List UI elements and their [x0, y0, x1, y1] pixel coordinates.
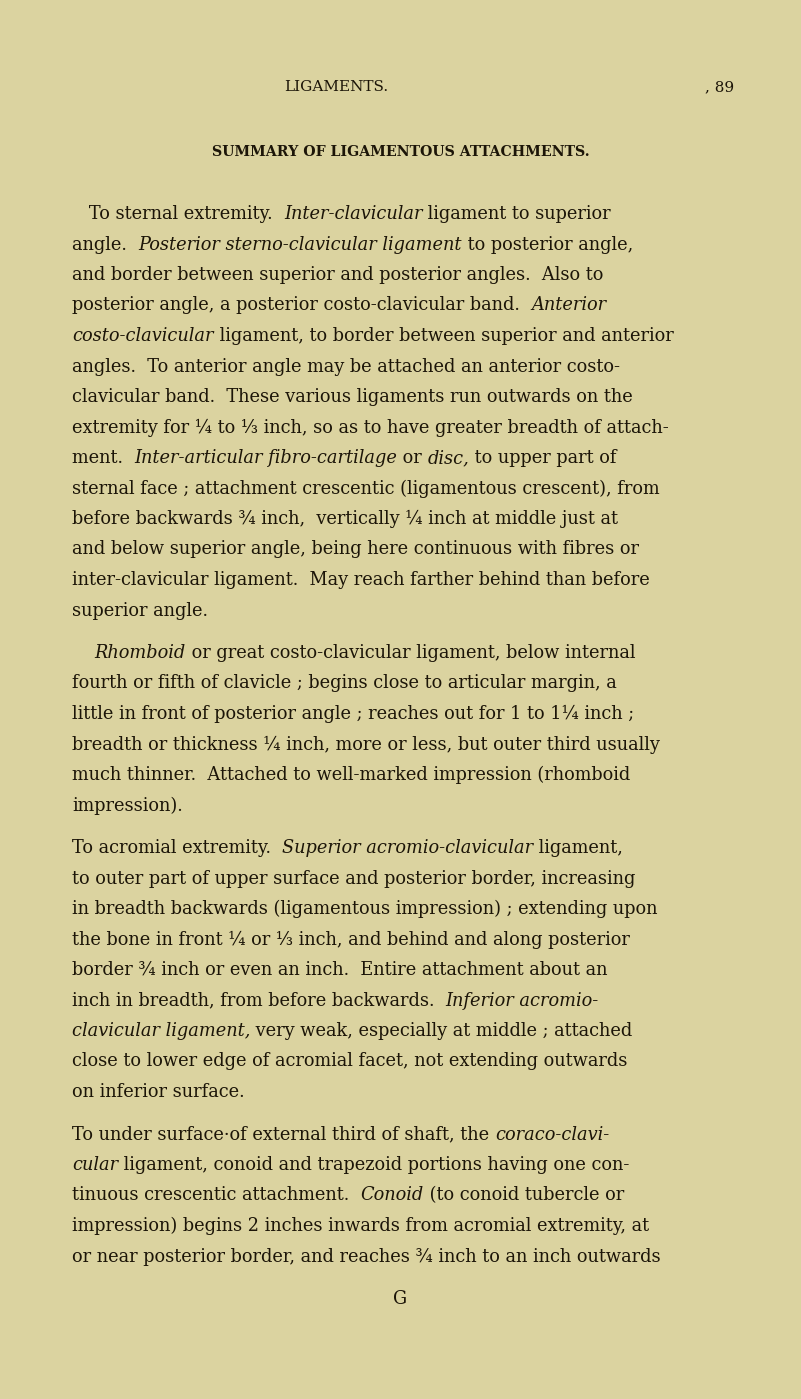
- Text: inch in breadth, from before backwards.: inch in breadth, from before backwards.: [72, 992, 445, 1010]
- Text: or near posterior border, and reaches ¾ inch to an inch outwards: or near posterior border, and reaches ¾ …: [72, 1248, 661, 1266]
- Text: cular: cular: [72, 1156, 118, 1174]
- Text: extremity for ¼ to ⅓ inch, so as to have greater breadth of attach-: extremity for ¼ to ⅓ inch, so as to have…: [72, 418, 669, 436]
- Text: the bone in front ¼ or ⅓ inch, and behind and along posterior: the bone in front ¼ or ⅓ inch, and behin…: [72, 930, 630, 949]
- Text: Rhomboid: Rhomboid: [95, 644, 186, 662]
- Text: to upper part of: to upper part of: [469, 449, 617, 467]
- Text: or: or: [397, 449, 428, 467]
- Text: posterior angle, a posterior costo-clavicular band.: posterior angle, a posterior costo-clavi…: [72, 297, 531, 315]
- Text: Conoid: Conoid: [360, 1186, 424, 1205]
- Text: to outer part of upper surface and posterior border, increasing: to outer part of upper surface and poste…: [72, 870, 635, 887]
- Text: or great costo-clavicular ligament, below internal: or great costo-clavicular ligament, belo…: [186, 644, 635, 662]
- Text: on inferior surface.: on inferior surface.: [72, 1083, 244, 1101]
- Text: tinuous crescentic attachment.: tinuous crescentic attachment.: [72, 1186, 360, 1205]
- Text: before backwards ¾ inch,  vertically ¼ inch at middle just at: before backwards ¾ inch, vertically ¼ in…: [72, 511, 618, 529]
- Text: ligament,: ligament,: [533, 839, 623, 858]
- Text: ment.: ment.: [72, 449, 135, 467]
- Text: fourth or fifth of clavicle ; begins close to articular margin, a: fourth or fifth of clavicle ; begins clo…: [72, 674, 617, 693]
- Text: superior angle.: superior angle.: [72, 602, 208, 620]
- Text: clavicular band.  These various ligaments run outwards on the: clavicular band. These various ligaments…: [72, 388, 633, 406]
- Text: close to lower edge of acromial facet, not extending outwards: close to lower edge of acromial facet, n…: [72, 1052, 627, 1070]
- Text: disc,: disc,: [428, 449, 469, 467]
- Text: costo-clavicular: costo-clavicular: [72, 327, 214, 346]
- Text: LIGAMENTS.: LIGAMENTS.: [284, 80, 388, 94]
- Text: angle.: angle.: [72, 235, 138, 253]
- Text: , 89: , 89: [705, 80, 734, 94]
- Text: in breadth backwards (ligamentous impression) ; extending upon: in breadth backwards (ligamentous impres…: [72, 900, 658, 918]
- Text: very weak, especially at middle ; attached: very weak, especially at middle ; attach…: [251, 1023, 633, 1039]
- Text: border ¾ inch or even an inch.  Entire attachment about an: border ¾ inch or even an inch. Entire at…: [72, 961, 607, 979]
- Text: sternal face ; attachment crescentic (ligamentous crescent), from: sternal face ; attachment crescentic (li…: [72, 480, 660, 498]
- Text: SUMMARY OF LIGAMENTOUS ATTACHMENTS.: SUMMARY OF LIGAMENTOUS ATTACHMENTS.: [211, 145, 590, 159]
- Text: Inter-articular fibro-cartilage: Inter-articular fibro-cartilage: [135, 449, 397, 467]
- Text: ligament, to border between superior and anterior: ligament, to border between superior and…: [214, 327, 674, 346]
- Text: and below superior angle, being here continuous with fibres or: and below superior angle, being here con…: [72, 540, 639, 558]
- Text: clavicular ligament,: clavicular ligament,: [72, 1023, 251, 1039]
- Text: angles.  To anterior angle may be attached an anterior costo-: angles. To anterior angle may be attache…: [72, 358, 620, 375]
- Text: much thinner.  Attached to well-marked impression (rhomboid: much thinner. Attached to well-marked im…: [72, 767, 630, 785]
- Text: impression).: impression).: [72, 796, 183, 814]
- Text: little in front of posterior angle ; reaches out for 1 to 1¼ inch ;: little in front of posterior angle ; rea…: [72, 705, 634, 723]
- Text: Superior acromio-clavicular: Superior acromio-clavicular: [282, 839, 533, 858]
- Text: and border between superior and posterior angles.  Also to: and border between superior and posterio…: [72, 266, 603, 284]
- Text: ligament, conoid and trapezoid portions having one con-: ligament, conoid and trapezoid portions …: [118, 1156, 630, 1174]
- Text: coraco-clavi-: coraco-clavi-: [495, 1126, 609, 1143]
- Text: To acromial extremity.: To acromial extremity.: [72, 839, 282, 858]
- Text: To sternal extremity.: To sternal extremity.: [72, 206, 284, 222]
- Text: To under surface·of external third of shaft, the: To under surface·of external third of sh…: [72, 1126, 495, 1143]
- Text: inter-clavicular ligament.  May reach farther behind than before: inter-clavicular ligament. May reach far…: [72, 571, 650, 589]
- Text: Anterior: Anterior: [531, 297, 606, 315]
- Text: impression) begins 2 inches inwards from acromial extremity, at: impression) begins 2 inches inwards from…: [72, 1217, 649, 1235]
- Text: Inter-clavicular: Inter-clavicular: [284, 206, 422, 222]
- Text: Inferior acromio-: Inferior acromio-: [445, 992, 599, 1010]
- Text: ligament to superior: ligament to superior: [422, 206, 611, 222]
- Text: Posterior sterno-clavicular ligament: Posterior sterno-clavicular ligament: [138, 235, 461, 253]
- Text: breadth or thickness ¼ inch, more or less, but outer third usually: breadth or thickness ¼ inch, more or les…: [72, 736, 660, 754]
- Text: to posterior angle,: to posterior angle,: [461, 235, 633, 253]
- Text: G: G: [393, 1290, 408, 1308]
- Text: (to conoid tubercle or: (to conoid tubercle or: [424, 1186, 624, 1205]
